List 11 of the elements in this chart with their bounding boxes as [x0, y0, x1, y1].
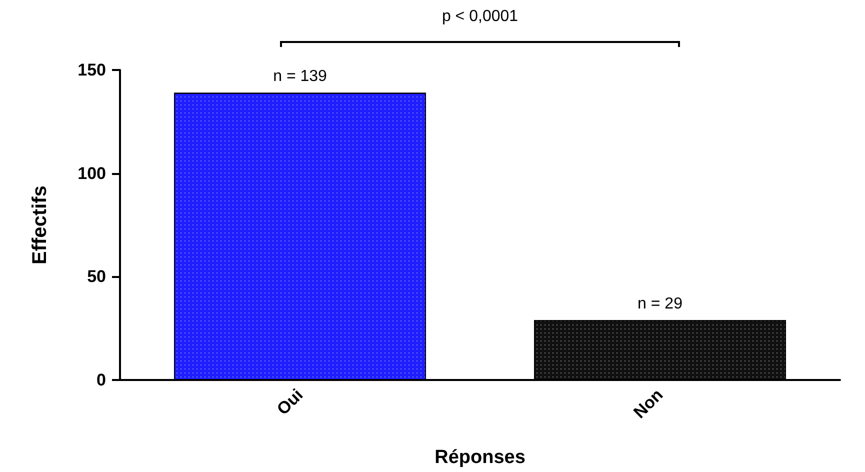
y-tick-label: 150 — [78, 60, 106, 80]
y-tick-label: 100 — [78, 164, 106, 183]
y-tick-label: 0 — [96, 370, 106, 390]
text: p < 0,0001 — [442, 8, 518, 26]
x-tick-label: Oui — [273, 385, 307, 419]
data-label: n = 29 — [638, 296, 683, 313]
x-axis-title: Réponses — [434, 447, 526, 468]
x-tick-label: Non — [630, 385, 667, 422]
y-axis-title: Effectifs — [29, 186, 51, 264]
y-tick-label: 50 — [87, 267, 106, 286]
data-label: n = 139 — [273, 68, 328, 86]
